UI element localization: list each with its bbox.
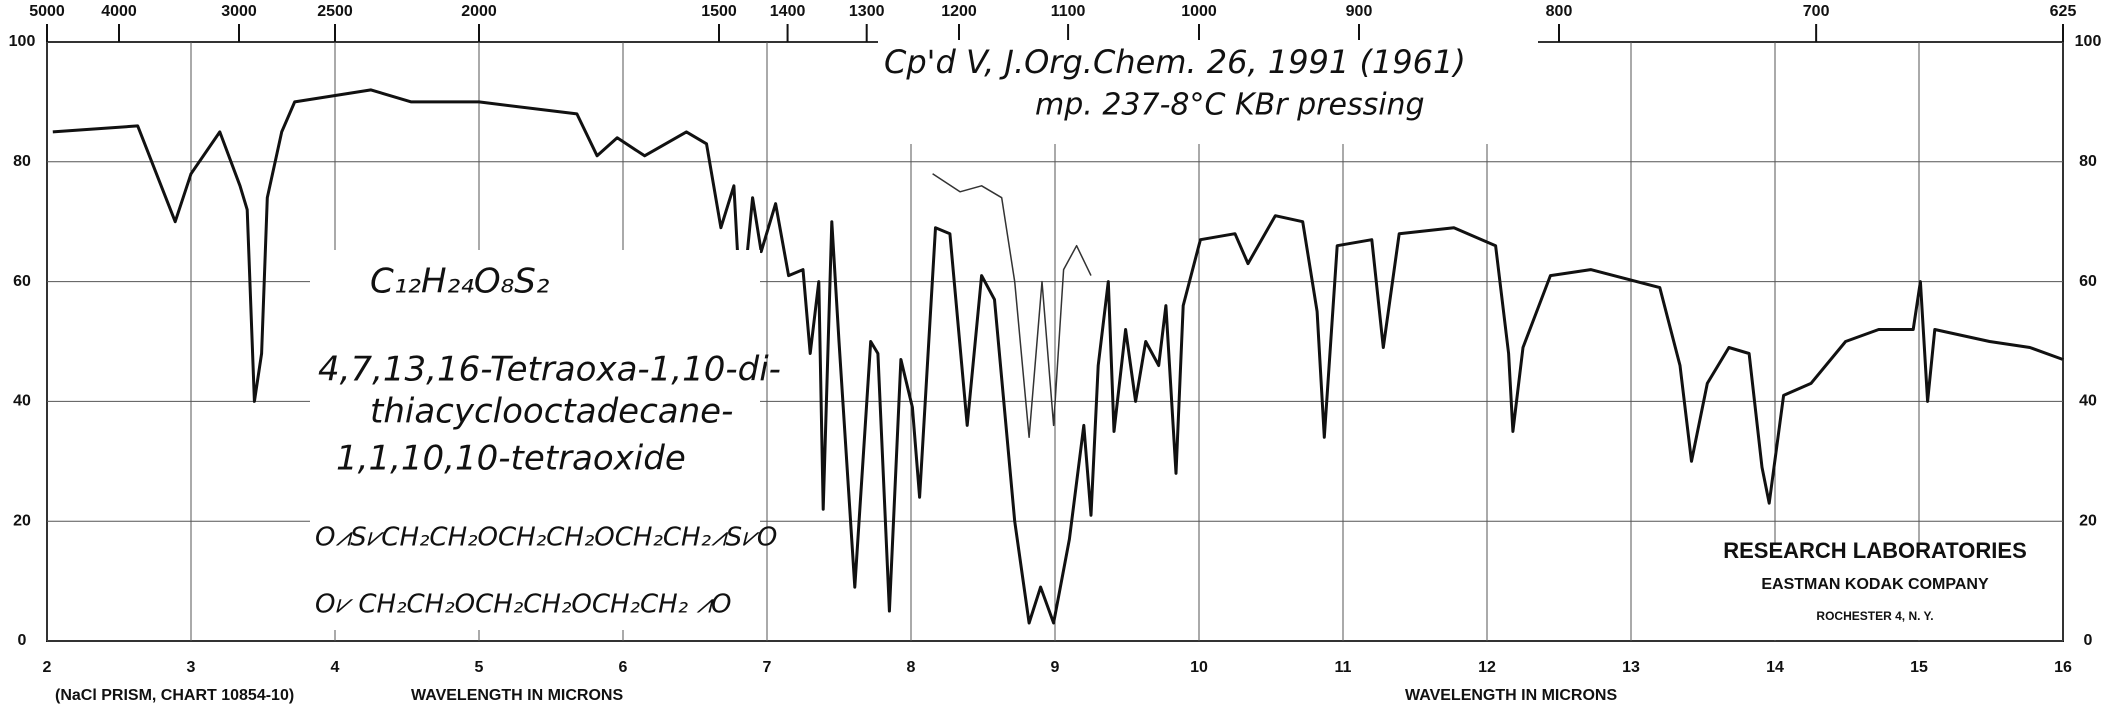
x-axis-label: WAVELENGTH IN MICRONS xyxy=(1405,687,1617,704)
label-box xyxy=(310,250,760,630)
x-tick-label: 7 xyxy=(763,659,772,676)
x2-tick-label: 800 xyxy=(1546,3,1573,20)
compound-name: thiacyclooctadecane- xyxy=(370,392,733,432)
x2-tick-label: 5000 xyxy=(29,3,65,20)
lab-box xyxy=(1690,545,2060,640)
y-tick-label: 60 xyxy=(13,273,31,290)
y-tick-label-right: 100 xyxy=(2075,33,2102,50)
x2-tick-label: 2000 xyxy=(461,3,497,20)
lab-city: ROCHESTER 4, N. Y. xyxy=(1816,609,1933,623)
x2-tick-label: 625 xyxy=(2050,3,2077,20)
x-tick-label: 11 xyxy=(1335,659,1352,676)
structure: O⩗ CH₂CH₂OCH₂CH₂OCH₂CH₂ ⩘O xyxy=(315,590,731,620)
x2-tick-label: 700 xyxy=(1803,3,1830,20)
x-tick-label: 4 xyxy=(331,659,340,676)
x2-tick-label: 3000 xyxy=(221,3,257,20)
x2-tick-label: 1100 xyxy=(1051,3,1086,20)
y-tick-label-right: 20 xyxy=(2079,512,2097,529)
x-tick-label: 12 xyxy=(1478,659,1496,676)
x-tick-label: 5 xyxy=(475,659,484,676)
x-tick-label: 14 xyxy=(1766,659,1784,676)
compound-name: 4,7,13,16-Tetraoxa-1,10-di- xyxy=(318,350,781,390)
structure: O⩘S⩗CH₂CH₂OCH₂CH₂OCH₂CH₂⩘S⩗O xyxy=(315,523,777,553)
y-tick-label: 100 xyxy=(9,33,36,50)
lab-name: RESEARCH LABORATORIES xyxy=(1723,538,2027,563)
y-tick-label-right: 80 xyxy=(2079,153,2097,170)
spectrum-trace xyxy=(52,88,2064,625)
note-box xyxy=(878,40,1538,144)
x-tick-label: 6 xyxy=(619,659,628,676)
x-tick-label: 2 xyxy=(43,659,52,676)
x-tick-label: 10 xyxy=(1190,659,1208,676)
y-tick-label: 20 xyxy=(13,512,31,529)
x2-tick-label: 1200 xyxy=(941,3,977,20)
spectrum-trace xyxy=(932,173,1092,439)
x2-tick-label: 900 xyxy=(1346,3,1373,20)
y-tick-label-right: 40 xyxy=(2079,393,2097,410)
reference-note: Cp'd V, J.Org.Chem. 26, 1991 (1961) xyxy=(884,43,1466,81)
y-tick-label-right: 60 xyxy=(2079,273,2097,290)
lab-company: EASTMAN KODAK COMPANY xyxy=(1761,576,1989,593)
x-tick-label: 9 xyxy=(1051,659,1060,676)
x-axis-label: WAVELENGTH IN MICRONS xyxy=(411,687,623,704)
x-tick-label: 15 xyxy=(1910,659,1928,676)
x-tick-label: 3 xyxy=(187,659,196,676)
x-tick-label: 13 xyxy=(1622,659,1640,676)
y-tick-label-right: 0 xyxy=(2084,632,2093,649)
x-tick-label: 8 xyxy=(907,659,916,676)
y-tick-label: 80 xyxy=(13,153,31,170)
prism-note: (NaCl PRISM, CHART 10854-10) xyxy=(55,687,294,704)
conditions-note: mp. 237-8°C KBr pressing xyxy=(1035,88,1425,123)
x2-tick-label: 4000 xyxy=(101,3,137,20)
x2-tick-label: 1000 xyxy=(1181,3,1217,20)
x-tick-label: 16 xyxy=(2054,659,2072,676)
x2-tick-label: 1500 xyxy=(701,3,737,20)
x2-tick-label: 2500 xyxy=(317,3,353,20)
x2-tick-label: 1400 xyxy=(770,3,806,20)
y-tick-label: 40 xyxy=(13,393,31,410)
formula: C₁₂H₂₄O₈S₂ xyxy=(370,262,550,302)
x2-tick-label: 1300 xyxy=(849,3,885,20)
compound-name: 1,1,10,10-tetraoxide xyxy=(336,439,686,479)
y-tick-label: 0 xyxy=(18,632,27,649)
